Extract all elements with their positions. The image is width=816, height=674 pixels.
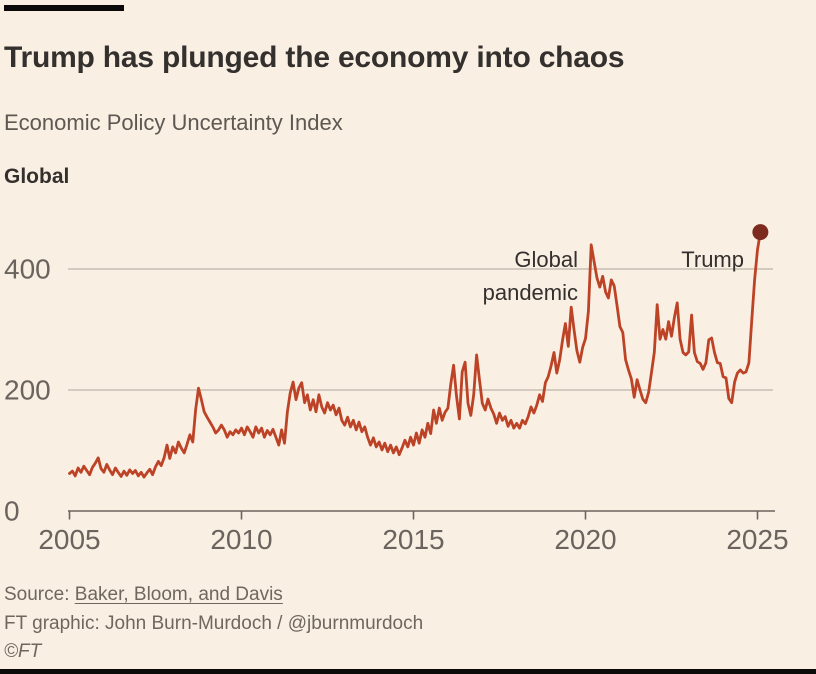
y-tick-label-400: 400 xyxy=(4,254,51,285)
source-line: Source: Baker, Bloom, and Davis xyxy=(4,581,423,610)
chart-title: Trump has plunged the economy into chaos xyxy=(4,41,625,74)
epu-line xyxy=(68,230,762,479)
endpoint-dot xyxy=(752,224,769,241)
source-prefix: Source: xyxy=(4,584,75,605)
ft-copyright: ©FT xyxy=(4,641,42,662)
annotation-global-pandemic-line1: Global xyxy=(514,247,578,272)
ft-bottom-bar xyxy=(0,669,816,674)
x-tick-label-2025: 2025 xyxy=(726,524,788,555)
annotation-global-pandemic: Global pandemic xyxy=(483,243,578,309)
series-label: Global xyxy=(4,165,70,188)
x-tick-label-2020: 2020 xyxy=(554,524,616,555)
y-tick-label-0: 0 xyxy=(4,496,20,527)
annotation-trump: Trump xyxy=(681,243,744,276)
source-link[interactable]: Baker, Bloom, and Davis xyxy=(74,584,283,605)
credit-line: FT graphic: John Burn-Murdoch / @jburnmu… xyxy=(4,612,424,634)
x-tick-label-2005: 2005 xyxy=(38,524,100,555)
x-tick-label-2010: 2010 xyxy=(210,524,272,555)
y-tick-label-200: 200 xyxy=(4,375,51,406)
x-tick-label-2015: 2015 xyxy=(382,524,444,555)
chart-footer: Source: Baker, Bloom, and Davis FT graph… xyxy=(4,581,423,667)
annotation-trump-line1: Trump xyxy=(681,247,744,272)
annotation-global-pandemic-line2: pandemic xyxy=(482,280,578,305)
ft-top-bar xyxy=(4,5,124,11)
chart-subtitle: Economic Policy Uncertainty Index xyxy=(4,110,343,135)
